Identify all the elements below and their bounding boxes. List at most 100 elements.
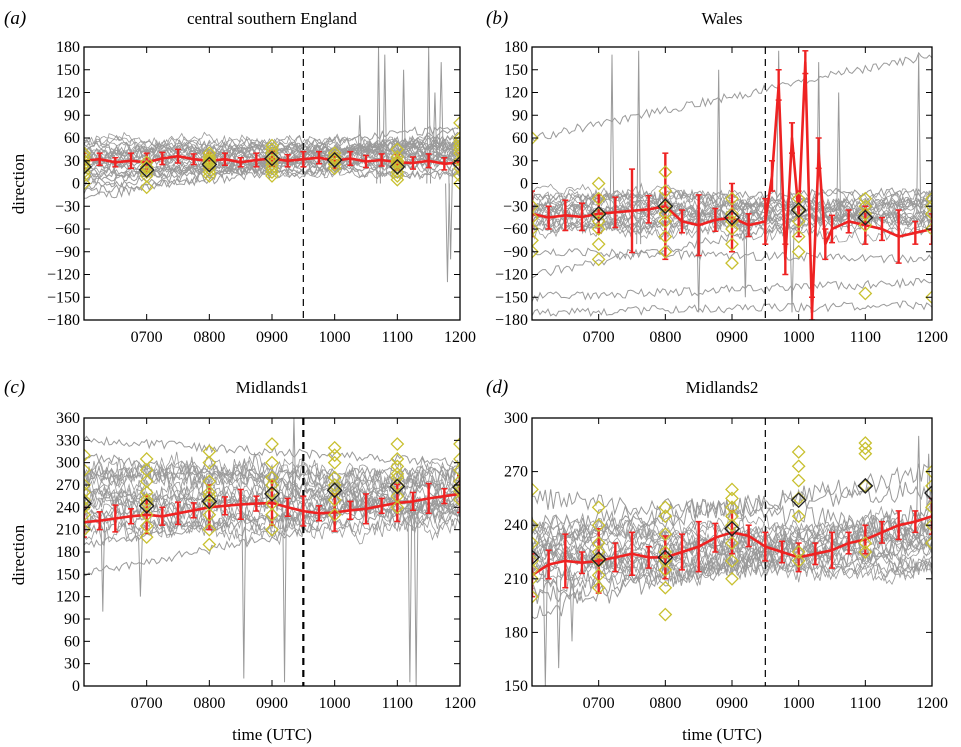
mean-observation-diamond <box>84 158 92 175</box>
ensemble-spike <box>636 50 642 245</box>
observation-diamond <box>202 522 217 537</box>
observation-diamond <box>84 146 91 161</box>
y-tick-label: −90 <box>503 244 528 261</box>
observation-diamond <box>858 199 873 214</box>
ensemble-member-line <box>532 300 932 317</box>
observation-diamond <box>265 161 279 176</box>
y-tick-label: 150 <box>504 678 528 695</box>
observation-diamond <box>265 470 279 485</box>
observation-diamond <box>139 155 154 170</box>
x-tick-label: 1100 <box>382 329 413 346</box>
ensemble-spike <box>438 62 444 154</box>
observation-diamond <box>725 491 739 506</box>
y-tick-label: −150 <box>47 289 80 306</box>
observation-diamond <box>858 545 873 559</box>
axes-frame <box>83 417 461 687</box>
mean-observation-diamond <box>724 209 740 226</box>
observation-diamond <box>139 474 154 489</box>
observation-diamond <box>84 500 91 515</box>
observation-diamond <box>725 536 739 550</box>
observation-diamond <box>139 507 154 522</box>
observation-diamond <box>202 152 217 167</box>
y-tick-label: 240 <box>56 499 80 516</box>
observation-diamond <box>84 463 91 478</box>
ensemble-spike <box>789 228 795 313</box>
ensemble-spike <box>426 47 432 184</box>
observation-diamond <box>658 244 673 259</box>
x-tick-label: 0900 <box>256 329 288 346</box>
observation-diamond <box>265 168 279 183</box>
observation-diamond <box>453 176 460 191</box>
observation-diamond <box>858 478 873 493</box>
ensemble-spike <box>413 499 419 686</box>
y-tick-label: −90 <box>55 244 80 261</box>
observation-diamond <box>725 554 739 568</box>
observation-diamond <box>453 153 460 168</box>
x-tick-label: 1200 <box>916 329 948 346</box>
panel-d-title: Midlands2 <box>686 378 759 397</box>
observation-diamond <box>139 530 154 545</box>
observation-diamond <box>791 545 806 559</box>
observation-diamond <box>202 165 217 180</box>
observation-diamond <box>532 222 539 236</box>
y-tick-label: 270 <box>56 477 80 494</box>
observation-diamond <box>858 218 873 233</box>
observation-diamond <box>532 482 539 497</box>
observation-diamond <box>139 159 154 174</box>
x-tick-label: 1200 <box>916 695 948 712</box>
observation-diamond <box>658 184 673 199</box>
observation-diamond <box>791 554 806 568</box>
ensemble-member-line <box>84 456 460 492</box>
ensemble-spike <box>569 575 575 642</box>
y-tick-label: 150 <box>504 62 528 79</box>
mean-observation-diamond <box>264 485 280 502</box>
mean-observation-diamond <box>532 549 540 566</box>
observation-diamond <box>453 437 460 451</box>
x-tick-label: 0700 <box>583 329 615 346</box>
observation-diamond <box>725 500 739 515</box>
observation-diamond <box>658 165 673 180</box>
observation-diamond <box>390 155 405 170</box>
x-tick-label: 1000 <box>319 695 351 712</box>
observation-diamond <box>658 509 673 524</box>
observation-diamond <box>532 589 539 604</box>
y-tick-label: 300 <box>56 455 80 472</box>
y-tick-label: 180 <box>504 624 528 641</box>
observation-diamond <box>265 507 279 522</box>
observation-diamond <box>591 500 606 515</box>
ensemble-spike <box>401 69 406 169</box>
observation-diamond <box>453 474 460 489</box>
panel-a-label: (a) <box>4 8 26 29</box>
observation-diamond <box>84 176 91 191</box>
y-tick-label: 90 <box>64 107 80 124</box>
ensemble-spike <box>357 115 363 161</box>
observation-diamond <box>791 244 806 259</box>
panel-b-plot: −180 −150 −120 −90 −60 −30 0 30 60 90 120 150 180 070… <box>495 39 948 346</box>
observation-diamond <box>591 191 606 206</box>
y-tick-label: 180 <box>56 39 80 56</box>
ensemble-spike <box>448 168 453 260</box>
panel-c: (c) Midlands1 direction time (UTC) 0 30 60… <box>4 377 476 744</box>
observation-diamond <box>532 536 539 550</box>
observation-diamond <box>265 165 279 180</box>
x-tick-label: 1000 <box>783 329 815 346</box>
mean-observation-diamond <box>201 493 218 510</box>
x-tick-label: 1200 <box>444 695 476 712</box>
observation-diamond <box>453 115 460 130</box>
y-tick-label: 240 <box>504 517 528 534</box>
y-tick-label: 210 <box>56 522 80 539</box>
mean-observation-diamond <box>724 520 740 537</box>
observation-diamond <box>453 463 460 478</box>
y-tick-label: 210 <box>504 571 528 588</box>
ensemble-spike <box>916 435 922 517</box>
panel-a-title: central southern England <box>187 9 357 28</box>
observation-diamond <box>327 161 342 176</box>
observation-diamond <box>658 562 673 577</box>
observation-diamond <box>591 580 606 595</box>
ensemble-spike <box>445 183 450 283</box>
observation-diamond <box>265 437 279 451</box>
mean-observation-diamond <box>590 205 607 222</box>
y-tick-label: −60 <box>503 221 528 238</box>
observation-diamond <box>202 496 217 511</box>
observation-diamond <box>532 244 539 259</box>
